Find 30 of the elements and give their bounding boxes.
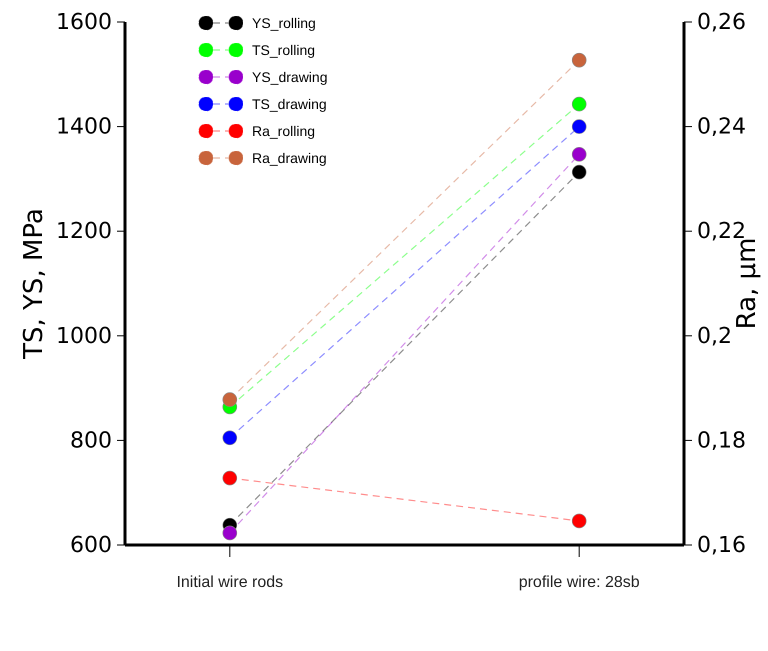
y2-tick-label: 0,18 bbox=[697, 428, 746, 454]
point bbox=[222, 470, 238, 486]
y2-tick-label: 0,16 bbox=[697, 533, 746, 558]
y2-tick-label: 0,26 bbox=[697, 10, 746, 36]
point bbox=[572, 514, 586, 528]
point bbox=[222, 430, 238, 446]
legend-label: TS_drawing bbox=[252, 96, 327, 112]
y-tick-label: 1000 bbox=[56, 324, 112, 349]
legend-label: Ra_drawing bbox=[252, 150, 327, 166]
legend-label: YS_drawing bbox=[252, 69, 328, 85]
point bbox=[572, 52, 586, 68]
point bbox=[572, 164, 586, 180]
y-tick-label: 1600 bbox=[56, 10, 112, 36]
point bbox=[572, 96, 586, 112]
legend-label: Ra_rolling bbox=[252, 123, 316, 139]
y-axis-title: TS, YS, MPa bbox=[19, 208, 49, 360]
legend-label: TS_rolling bbox=[252, 42, 316, 58]
point bbox=[572, 119, 586, 134]
y-tick-label: 600 bbox=[70, 533, 112, 558]
point bbox=[572, 147, 586, 162]
y-tick-label: 1400 bbox=[56, 114, 112, 140]
x-tick-label: Initial wire rods bbox=[176, 574, 284, 591]
point bbox=[222, 392, 238, 407]
point bbox=[222, 526, 238, 540]
y-tick-label: 1200 bbox=[56, 219, 112, 244]
y2-tick-label: 0,24 bbox=[697, 114, 746, 140]
y2-tick-label: 0,2 bbox=[697, 324, 732, 349]
y-tick-label: 800 bbox=[70, 428, 112, 454]
x-tick-label: profile wire: 28sb bbox=[518, 574, 640, 591]
legend-label: YS_rolling bbox=[252, 15, 316, 31]
